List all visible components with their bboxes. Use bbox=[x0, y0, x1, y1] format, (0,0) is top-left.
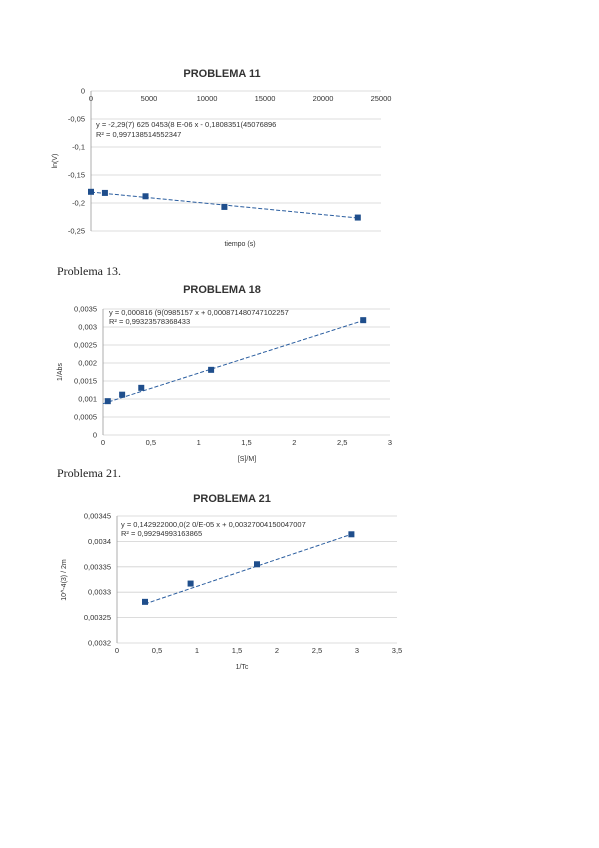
y-tick-label: -0,05 bbox=[68, 115, 85, 124]
y-tick-label: 0,0015 bbox=[74, 377, 97, 386]
x-tick-label: 0 bbox=[115, 646, 119, 655]
y-tick-label: -0,2 bbox=[72, 199, 85, 208]
data-points bbox=[88, 188, 361, 221]
x-axis-label: tiempo (s) bbox=[224, 241, 255, 248]
data-point bbox=[104, 398, 111, 405]
data-points bbox=[142, 531, 355, 605]
x-tick-label: 20000 bbox=[313, 94, 334, 103]
trend-equation: y = 0,000816 (9(0985157 x + 0,0008714807… bbox=[109, 308, 289, 317]
x-tick-label: 0,5 bbox=[146, 438, 156, 447]
y-tick-label: 0,00335 bbox=[84, 562, 111, 571]
y-tick-label: 0 bbox=[93, 431, 97, 440]
gridlines bbox=[103, 308, 390, 436]
x-tick-label: 3,5 bbox=[392, 646, 402, 655]
y-tick-labels: 0 -0,05 -0,1 -0,15 -0,2 -0,25 bbox=[68, 87, 85, 236]
x-tick-label: 25000 bbox=[371, 94, 392, 103]
trendline bbox=[102, 320, 364, 405]
y-axis-label: 10^-4(3) / 2m bbox=[61, 559, 68, 601]
y-tick-labels: 0,0032 0,00325 0,0033 0,00335 0,0034 0,00345 bbox=[84, 512, 111, 648]
data-point bbox=[354, 214, 361, 221]
x-axis-label: 1/Tc bbox=[236, 664, 249, 671]
y-tick-label: 0 bbox=[81, 87, 85, 96]
y-tick-label: 0,0005 bbox=[74, 413, 97, 422]
x-tick-label: 1 bbox=[195, 646, 199, 655]
data-point bbox=[187, 580, 194, 587]
x-tick-labels: 0 0,5 1 1,5 2 2,5 3 bbox=[101, 438, 392, 447]
data-point bbox=[138, 384, 145, 391]
data-point bbox=[221, 203, 228, 210]
r-squared: R² = 0,99323578368433 bbox=[109, 317, 190, 326]
x-tick-label: 3 bbox=[388, 438, 392, 447]
y-tick-label: 0,0032 bbox=[88, 639, 111, 648]
x-tick-label: 2 bbox=[275, 646, 279, 655]
trendline-group bbox=[144, 533, 352, 605]
chart-title: PROBLEMA 11 bbox=[183, 68, 260, 80]
data-point bbox=[142, 193, 149, 200]
x-tick-labels: 0 0,5 1 1,5 2 2,5 3 3,5 bbox=[115, 646, 402, 655]
y-tick-label: 0,00325 bbox=[84, 613, 111, 622]
x-tick-label: 5000 bbox=[141, 94, 158, 103]
data-point bbox=[360, 317, 367, 324]
x-tick-label: 1,5 bbox=[241, 438, 251, 447]
y-tick-label: 0,001 bbox=[78, 395, 97, 404]
gridlines bbox=[91, 90, 381, 232]
y-axis-label: 1/Abs bbox=[57, 363, 64, 381]
x-axis-label: [S]/M] bbox=[238, 456, 256, 463]
data-point bbox=[208, 366, 215, 373]
data-point bbox=[142, 598, 148, 605]
y-tick-label: -0,1 bbox=[72, 143, 85, 152]
trendline bbox=[144, 533, 352, 605]
trend-equation: y = 0,142922000,0(2 0/E-05 x + 0,0032700… bbox=[121, 520, 306, 529]
trend-equation: y = -2,29(7) 625 0453(8 E-06 x - 0,18083… bbox=[96, 120, 276, 129]
r-squared: R² = 0,997138514552347 bbox=[96, 130, 181, 139]
x-tick-label: 10000 bbox=[197, 94, 218, 103]
y-tick-label: 0,003 bbox=[78, 323, 97, 332]
y-tick-label: 0,00345 bbox=[84, 512, 111, 521]
data-point bbox=[88, 188, 94, 195]
data-point bbox=[101, 189, 108, 196]
y-axis-label: ln(V) bbox=[52, 154, 59, 169]
x-tick-label: 2 bbox=[292, 438, 296, 447]
y-tick-label: 0,0025 bbox=[74, 341, 97, 350]
x-tick-label: 1,5 bbox=[232, 646, 242, 655]
y-tick-label: -0,25 bbox=[68, 227, 85, 236]
x-tick-label: 2,5 bbox=[312, 646, 322, 655]
y-tick-label: -0,15 bbox=[68, 171, 85, 180]
problema-13-label: Problema 13. bbox=[57, 264, 121, 278]
x-tick-label: 2,5 bbox=[337, 438, 347, 447]
x-tick-label: 0,5 bbox=[152, 646, 162, 655]
x-tick-label: 1 bbox=[197, 438, 201, 447]
y-tick-label: 0,002 bbox=[78, 359, 97, 368]
gridlines bbox=[117, 515, 397, 644]
y-tick-label: 0,0035 bbox=[74, 305, 97, 314]
x-tick-label: 3 bbox=[355, 646, 359, 655]
chart-title: PROBLEMA 18 bbox=[183, 284, 261, 296]
data-point bbox=[254, 561, 260, 568]
y-tick-label: 0,0033 bbox=[88, 588, 111, 597]
data-points bbox=[104, 317, 367, 405]
data-point bbox=[348, 531, 355, 538]
y-tick-labels: 0 0,0005 0,001 0,0015 0,002 0,0025 0,003 0,0035 bbox=[74, 305, 97, 440]
data-point bbox=[119, 391, 126, 398]
chart-title: PROBLEMA 21 bbox=[193, 493, 271, 505]
problema-21-label: Problema 21. bbox=[57, 466, 121, 480]
trendline-group bbox=[102, 320, 364, 405]
x-tick-label: 0 bbox=[101, 438, 105, 447]
r-squared: R² = 0,99294993163865 bbox=[121, 529, 202, 538]
x-tick-label: 15000 bbox=[255, 94, 276, 103]
y-tick-label: 0,0034 bbox=[88, 537, 111, 546]
